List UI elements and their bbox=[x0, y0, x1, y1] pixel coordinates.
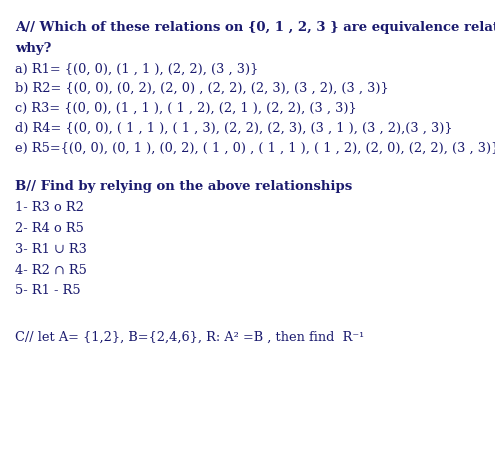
Text: d) R4= {(0, 0), ( 1 , 1 ), ( 1 , 3), (2, 2), (2, 3), (3 , 1 ), (3 , 2),(3 , 3)}: d) R4= {(0, 0), ( 1 , 1 ), ( 1 , 3), (2,… bbox=[15, 122, 452, 135]
Text: 4- R2 ∩ R5: 4- R2 ∩ R5 bbox=[15, 263, 87, 277]
Text: B// Find by relying on the above relationships: B// Find by relying on the above relatio… bbox=[15, 180, 352, 194]
Text: a) R1= {(0, 0), (1 , 1 ), (2, 2), (3 , 3)}: a) R1= {(0, 0), (1 , 1 ), (2, 2), (3 , 3… bbox=[15, 62, 258, 76]
Text: A// Which of these relations on {0, 1 , 2, 3 } are equivalence relations,: A// Which of these relations on {0, 1 , … bbox=[15, 21, 495, 34]
Text: c) R3= {(0, 0), (1 , 1 ), ( 1 , 2), (2, 1 ), (2, 2), (3 , 3)}: c) R3= {(0, 0), (1 , 1 ), ( 1 , 2), (2, … bbox=[15, 102, 356, 115]
Text: e) R5={(0, 0), (0, 1 ), (0, 2), ( 1 , 0) , ( 1 , 1 ), ( 1 , 2), (2, 0), (2, 2), : e) R5={(0, 0), (0, 1 ), (0, 2), ( 1 , 0)… bbox=[15, 142, 495, 155]
Text: 1- R3 o R2: 1- R3 o R2 bbox=[15, 201, 84, 214]
Text: C// let A= {1,2}, B={2,4,6}, R: A² =B , then find  R⁻¹: C// let A= {1,2}, B={2,4,6}, R: A² =B , … bbox=[15, 330, 364, 344]
Text: 2- R4 o R5: 2- R4 o R5 bbox=[15, 222, 84, 235]
Text: 5- R1 - R5: 5- R1 - R5 bbox=[15, 284, 81, 297]
Text: why?: why? bbox=[15, 42, 51, 56]
Text: b) R2= {(0, 0), (0, 2), (2, 0) , (2, 2), (2, 3), (3 , 2), (3 , 3)}: b) R2= {(0, 0), (0, 2), (2, 0) , (2, 2),… bbox=[15, 82, 389, 95]
Text: 3- R1 ∪ R3: 3- R1 ∪ R3 bbox=[15, 243, 87, 256]
